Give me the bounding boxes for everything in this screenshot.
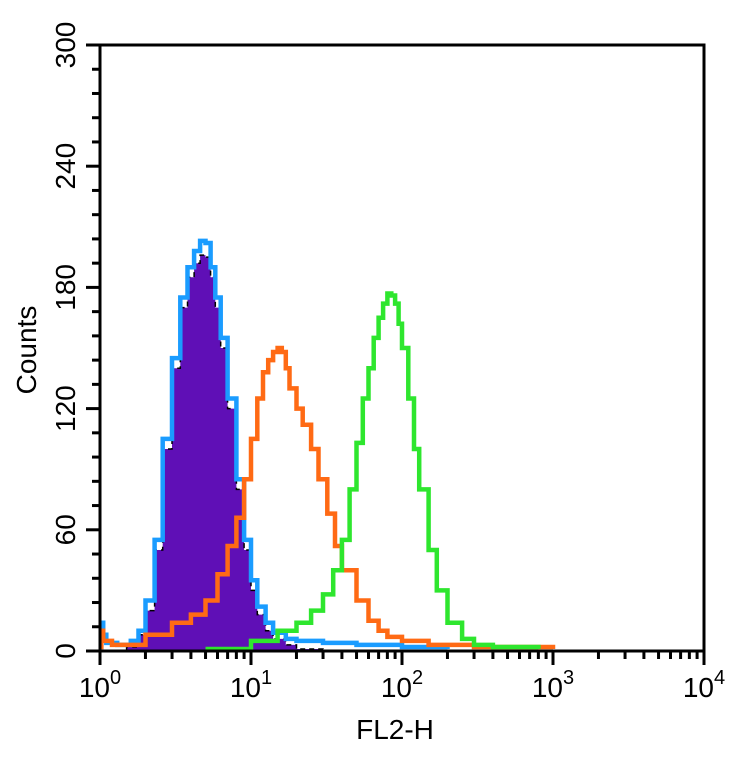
x-tick-label: 103 <box>532 667 574 703</box>
x-axis: 100 101 102 103 104 <box>79 651 725 703</box>
x-tick-label: 100 <box>79 667 121 703</box>
histogram-series-4 <box>205 291 541 652</box>
x-tick-label: 102 <box>381 667 423 703</box>
y-tick-label: 60 <box>50 514 81 545</box>
x-tick-label: 104 <box>683 667 725 703</box>
y-tick-label: 120 <box>50 385 81 432</box>
y-axis-title: Counts <box>11 306 42 395</box>
histogram-series-1-filled <box>100 254 324 652</box>
x-tick-label: 101 <box>230 667 272 703</box>
series-layer <box>99 238 556 652</box>
y-tick-label: 0 <box>50 643 81 659</box>
y-tick-label: 300 <box>50 22 81 69</box>
y-tick-label: 240 <box>50 143 81 190</box>
histogram-series-3 <box>99 345 556 650</box>
y-axis: 0 60 120 180 240 300 <box>50 22 100 659</box>
y-tick-label: 180 <box>50 264 81 311</box>
x-axis-title: FL2-H <box>356 714 434 745</box>
plot-area <box>98 43 706 653</box>
histogram-series-2 <box>99 238 450 650</box>
